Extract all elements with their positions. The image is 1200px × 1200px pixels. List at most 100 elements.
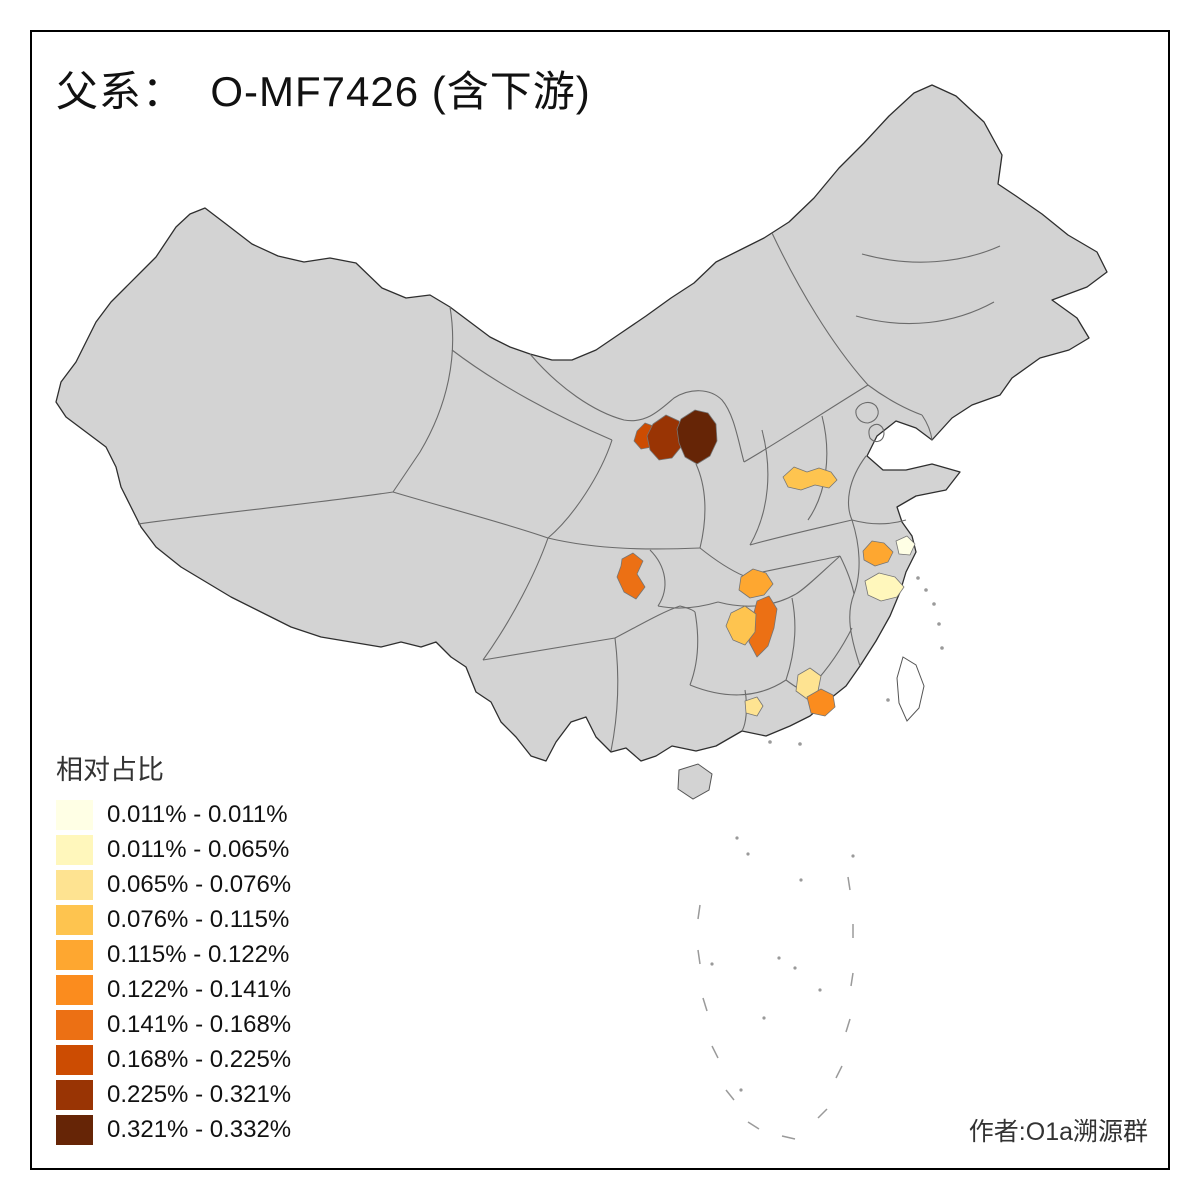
province-border: [749, 519, 853, 546]
province-border: [868, 423, 885, 443]
province-border: [392, 491, 549, 539]
legend-label: 0.065% - 0.076%: [107, 871, 292, 898]
choropleth-region-12: [806, 688, 836, 717]
islet: [762, 1016, 766, 1020]
small-island: [886, 698, 890, 702]
taiwan-island-shape: [896, 656, 925, 722]
choropleth-region-2: [676, 409, 718, 465]
dash-segment: [850, 972, 854, 987]
choropleth-region-10: [725, 605, 757, 646]
legend: 相对占比 0.011% - 0.011% 0.011% - 0.065% 0.0…: [56, 748, 291, 1150]
province-border: [749, 429, 769, 546]
legend-swatch: [56, 1045, 93, 1075]
islet: [739, 1088, 743, 1092]
province-border: [657, 601, 719, 609]
south-china-sea-dash-line: [697, 836, 855, 1140]
province-border: [695, 463, 706, 549]
small-island: [916, 576, 920, 580]
province-border: [851, 519, 860, 595]
province-border: [785, 597, 796, 681]
choropleth-region-8: [738, 568, 774, 599]
dash-segment: [697, 949, 701, 965]
choropleth-region-5: [895, 535, 916, 556]
dash-segment: [781, 1135, 796, 1140]
islet: [818, 988, 822, 992]
legend-swatch: [56, 1010, 93, 1040]
small-island: [937, 622, 941, 626]
province-border: [392, 306, 454, 493]
legend-row: 0.115% - 0.122%: [56, 940, 291, 970]
choropleth-region-4: [862, 540, 894, 567]
province-border: [741, 689, 747, 732]
small-island: [924, 588, 928, 592]
province-border: [547, 537, 701, 550]
legend-title: 相对占比: [56, 755, 164, 785]
dash-segment: [747, 1121, 760, 1130]
hainan-island-shape: [677, 763, 713, 800]
legend-row: 0.168% - 0.225%: [56, 1045, 291, 1075]
legend-label: 0.076% - 0.115%: [107, 906, 290, 933]
legend-swatch: [56, 905, 93, 935]
province-border: [743, 384, 869, 463]
legend-swatch: [56, 870, 93, 900]
legend-row: 0.011% - 0.065%: [56, 835, 291, 865]
province-border: [855, 401, 879, 424]
legend-row: 0.122% - 0.141%: [56, 975, 291, 1005]
legend-swatch: [56, 800, 93, 830]
dash-segment: [835, 1065, 843, 1079]
dash-segment: [847, 876, 851, 891]
province-border: [771, 232, 923, 416]
dash-segment: [845, 1018, 851, 1033]
legend-label: 0.321% - 0.332%: [107, 1116, 292, 1143]
legend-swatch: [56, 975, 93, 1005]
attribution-text: 作者:O1a溯源群: [968, 1118, 1148, 1146]
legend-label: 0.115% - 0.122%: [107, 941, 290, 968]
province-border: [137, 491, 394, 525]
dash-segment: [725, 1089, 735, 1101]
legend-swatch: [56, 940, 93, 970]
province-border: [921, 414, 933, 441]
province-border: [614, 605, 696, 639]
legend-swatch: [56, 1080, 93, 1110]
choropleth-region-3: [782, 466, 838, 491]
legend-swatch: [56, 835, 93, 865]
dash-segment: [697, 904, 701, 920]
province-border: [855, 301, 995, 325]
islet: [799, 878, 803, 882]
small-island: [932, 602, 936, 606]
legend-swatch: [56, 1115, 93, 1145]
islet: [746, 852, 750, 856]
choropleth-region-13: [744, 696, 764, 717]
islet: [793, 966, 797, 970]
mainland-china-shape: [55, 84, 1108, 762]
islands: [677, 576, 944, 800]
legend-label: 0.011% - 0.065%: [107, 836, 290, 863]
legend-row: 0.141% - 0.168%: [56, 1010, 291, 1040]
islet: [777, 956, 781, 960]
dash-segment: [702, 997, 708, 1012]
legend-label: 0.168% - 0.225%: [107, 1046, 292, 1073]
province-border: [699, 547, 745, 577]
legend-row: 0.321% - 0.332%: [56, 1115, 291, 1145]
province-border: [610, 637, 619, 752]
small-island: [940, 646, 944, 650]
province-border: [689, 679, 787, 696]
province-border: [795, 555, 841, 595]
small-island: [768, 740, 772, 744]
islet: [735, 836, 739, 840]
legend-label: 0.122% - 0.141%: [107, 976, 292, 1003]
dash-segment: [817, 1108, 828, 1119]
choropleth-region-1: [646, 414, 685, 461]
islet: [851, 854, 855, 858]
colored-regions: [616, 409, 916, 717]
province-border: [849, 593, 861, 667]
province-border: [689, 611, 699, 686]
choropleth-region-7: [616, 552, 646, 600]
small-island: [798, 742, 802, 746]
dash-segment: [711, 1045, 719, 1059]
province-border: [861, 245, 1001, 263]
province-border: [482, 637, 616, 661]
page-title: 父系： O-MF7426 (含下游): [56, 68, 591, 115]
islet: [710, 962, 714, 966]
